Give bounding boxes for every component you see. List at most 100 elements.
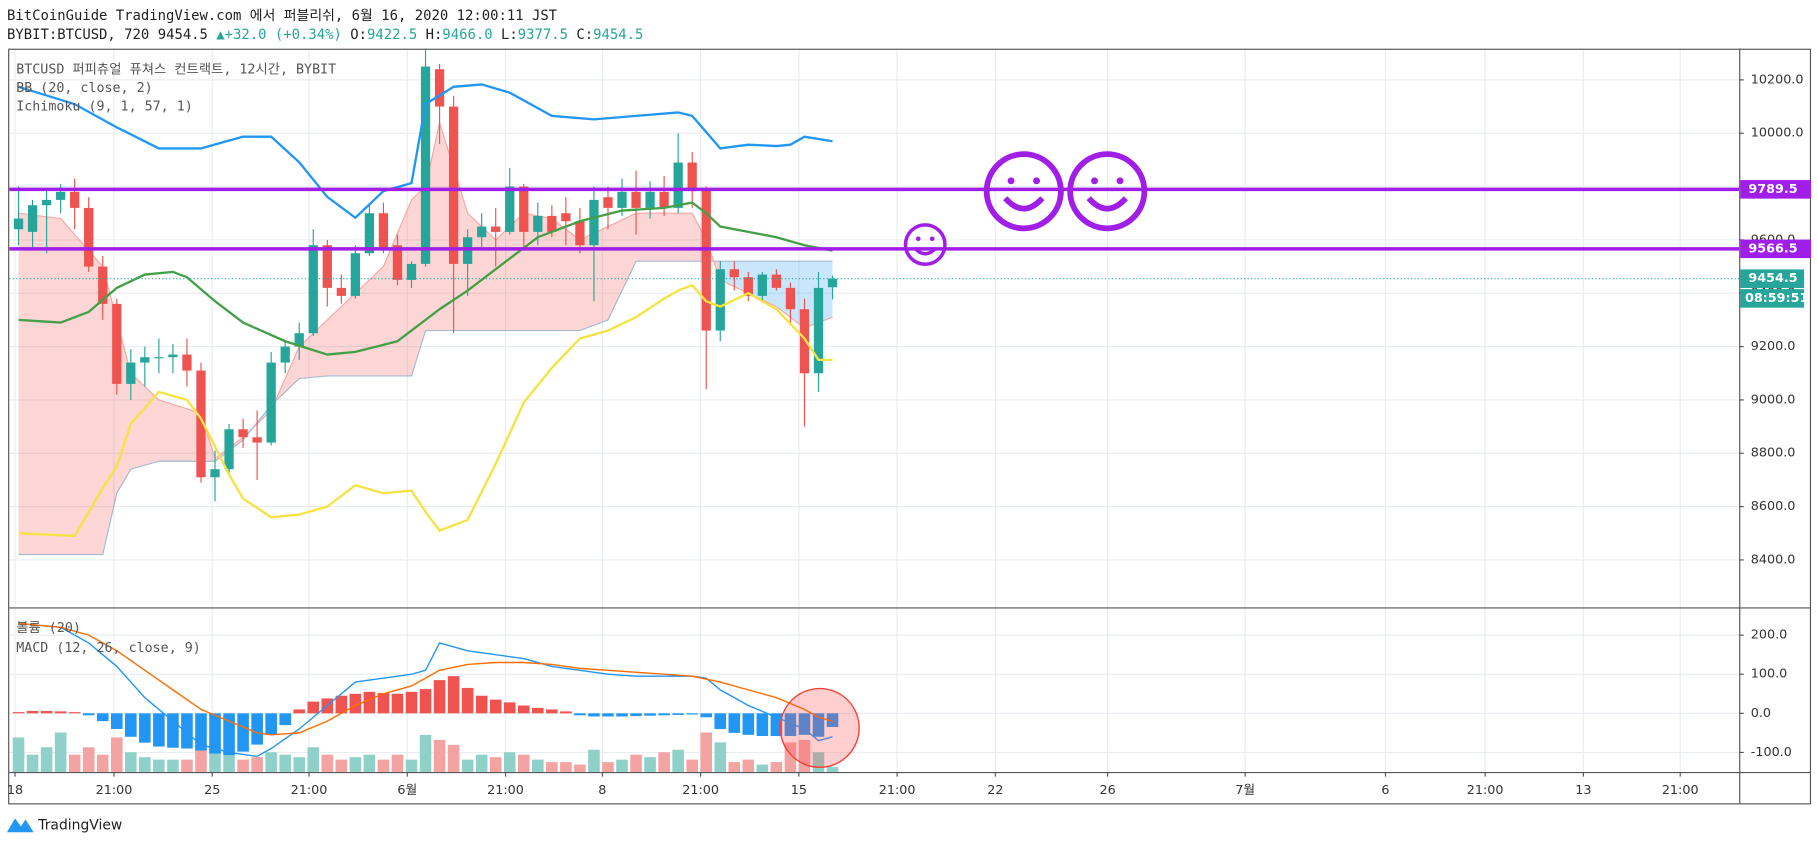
symbol: BYBIT:BTCUSD, 720 (7, 27, 149, 43)
price-label-box (1740, 269, 1805, 288)
volume-bar (251, 757, 263, 772)
c-label: C: (576, 27, 593, 43)
volume-bar (167, 759, 179, 772)
volume-bar (475, 754, 488, 772)
volume-bar (335, 759, 348, 772)
volume-bar (237, 759, 249, 772)
candle-body (631, 191, 641, 208)
histogram-bar (139, 713, 151, 743)
histogram-bar (546, 709, 558, 714)
volume-bar (532, 759, 544, 772)
candle-body (533, 215, 543, 232)
volume-bar (279, 754, 291, 772)
price-label: 9789.5 (1748, 182, 1797, 197)
candle-body (84, 207, 94, 267)
volume-bar (700, 732, 713, 772)
macd-line (18, 622, 833, 758)
volume-bar (602, 762, 614, 772)
candle-body (420, 66, 431, 264)
volume-bar (419, 734, 432, 772)
candle-body (252, 437, 262, 443)
volume-bar (54, 732, 67, 772)
o-label: O: (350, 27, 367, 43)
histogram-bar (560, 711, 572, 714)
volume-bar (461, 759, 474, 772)
volume-bar (321, 754, 334, 772)
histogram-bar (68, 712, 81, 714)
histogram-bar (700, 713, 713, 718)
candle-body (364, 213, 375, 254)
volume-bar (546, 762, 558, 772)
y-tick-label: 10000.0 (1751, 126, 1804, 141)
candle-body (519, 186, 529, 232)
candle-body (27, 205, 38, 232)
x-tick-label: 22 (987, 783, 1003, 798)
histogram-bar (532, 707, 544, 714)
candle-body (659, 191, 669, 208)
volume-bar (265, 752, 277, 772)
pane-title: BTCUSD 퍼피츄얼 퓨쳐스 컨트랙트, 12시간, BYBIT (16, 62, 336, 78)
histogram-bar (461, 687, 474, 714)
candle-body (13, 218, 24, 230)
symbol-line: BYBIT:BTCUSD, 720 9454.5 ▲+32.0 (+0.34%)… (7, 27, 643, 43)
y-tick-label: 10200.0 (1751, 72, 1804, 87)
x-tick-label: 7월 (1235, 783, 1255, 798)
bb-line (18, 201, 833, 356)
candle-body (224, 429, 234, 470)
histogram-bar (110, 713, 123, 729)
x-tick-label: 21:00 (879, 783, 916, 798)
histogram-bar (293, 709, 306, 714)
price-label-box (1740, 180, 1812, 199)
histogram-bar (714, 713, 727, 729)
x-tick-label: 26 (1099, 783, 1115, 798)
countdown-box (1740, 289, 1805, 308)
histogram-bar (82, 713, 95, 716)
candle-body (785, 287, 796, 310)
smiley (1067, 151, 1148, 232)
macd-line (18, 622, 833, 736)
candle-body (266, 362, 276, 443)
candle-body (392, 245, 403, 280)
highlight-circle (779, 687, 860, 769)
candle-body (126, 362, 136, 384)
volume-bar (377, 759, 390, 772)
histogram-bar (672, 713, 684, 715)
volume-bar (616, 759, 628, 772)
cloud-segment (467, 213, 496, 331)
x-tick-label: 21:00 (487, 783, 524, 798)
histogram-bar (40, 710, 53, 714)
volume-bar (798, 739, 811, 772)
candle-body (350, 253, 361, 296)
histogram-bar (335, 695, 348, 714)
indicator-label: Ichimoku (9, 1, 57, 1) (16, 100, 193, 115)
volume-bar (489, 757, 502, 772)
smiley (983, 151, 1064, 232)
price-label: 9566.5 (1748, 241, 1797, 256)
l-label: L: (501, 27, 518, 43)
histogram-bar (279, 713, 291, 726)
cloud-segment (158, 399, 201, 462)
histogram-bar (26, 710, 39, 714)
candle-body (617, 191, 627, 208)
histogram-bar (812, 713, 825, 737)
candle-body (505, 186, 515, 232)
candle-body (743, 277, 753, 296)
volume-bar (517, 754, 530, 772)
x-tick-label: 13 (1575, 783, 1591, 798)
frame (8, 48, 1812, 805)
cloud-segment (18, 213, 61, 555)
histogram-bar (475, 695, 488, 714)
candle-body (154, 357, 164, 359)
y-tick-label: 0.0 (1751, 706, 1771, 721)
x-tick-label: 21:00 (1467, 783, 1504, 798)
histogram-bar (167, 713, 179, 748)
x-tick-label: 21:00 (682, 783, 719, 798)
volume-bar (644, 757, 656, 772)
histogram-bar (377, 693, 390, 714)
volume-bar (349, 757, 362, 772)
volume-bar (574, 764, 586, 772)
cloud-segment (664, 213, 693, 262)
candle-body (70, 191, 80, 208)
histogram-bar (798, 713, 811, 735)
